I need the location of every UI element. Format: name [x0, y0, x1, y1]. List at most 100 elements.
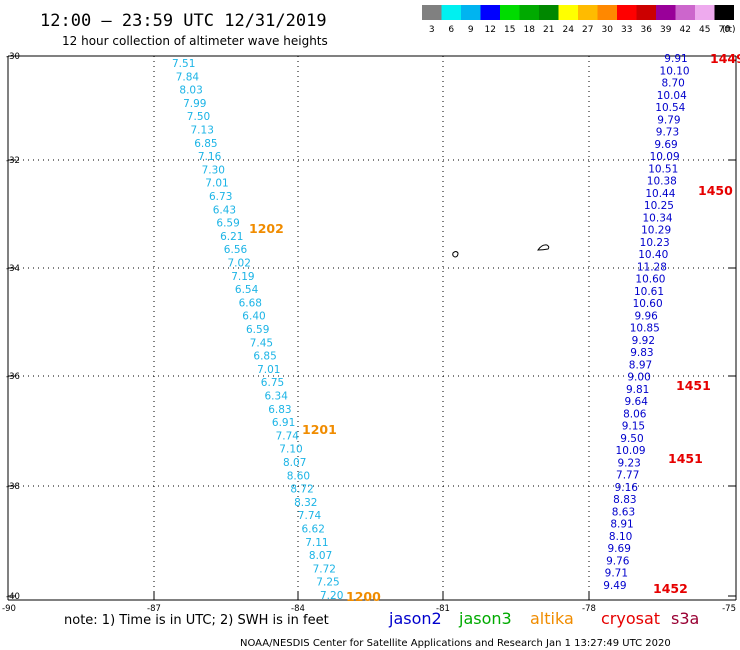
lon-label: -81	[436, 604, 450, 614]
pass-time-label: 1200	[346, 589, 381, 604]
scale-swatch	[539, 5, 559, 20]
scale-label: 39	[660, 25, 672, 35]
swh-value: 6.83	[268, 404, 291, 416]
swh-value: 9.92	[632, 335, 655, 347]
swh-value: 6.75	[261, 377, 284, 389]
swh-value: 7.51	[172, 58, 195, 70]
swh-value: 7.19	[231, 271, 254, 283]
swh-value: 9.76	[606, 555, 630, 567]
map-frame	[7, 55, 737, 601]
swh-value: 9.71	[605, 568, 628, 580]
swh-value: 9.23	[617, 457, 640, 469]
swh-value: 10.09	[616, 445, 646, 457]
swh-value: 6.68	[239, 297, 262, 309]
swh-value: 10.51	[648, 163, 678, 175]
footer-note: note: 1) Time is in UTC; 2) SWH is in fe…	[64, 613, 329, 628]
pass-time-label: 1450	[698, 183, 733, 198]
swh-value: 10.09	[650, 151, 680, 163]
mission-legend-item: s3a	[671, 609, 699, 628]
swh-value: 7.74	[276, 430, 300, 442]
swh-value: 6.40	[242, 311, 265, 323]
swh-value: 9.73	[656, 127, 679, 139]
scale-label: 24	[563, 25, 575, 35]
swh-value: 8.06	[623, 408, 647, 420]
swh-value: 10.25	[644, 200, 674, 212]
pass-time-label: 1202	[249, 221, 284, 236]
scale-swatch	[636, 5, 656, 20]
swh-value: 7.74	[298, 510, 322, 522]
swh-value: 7.72	[313, 563, 336, 575]
swh-value: 10.23	[640, 237, 670, 249]
swh-value: 8.32	[294, 497, 317, 509]
lat-label: -34	[6, 264, 20, 274]
swh-value: 7.77	[616, 470, 639, 482]
swh-value: 6.62	[302, 524, 325, 536]
swh-value: 10.60	[633, 298, 663, 310]
footer-credit: NOAA/NESDIS Center for Satellite Applica…	[240, 638, 671, 649]
mission-legend-item: jason3	[458, 609, 512, 628]
scale-label: 15	[504, 25, 515, 35]
swh-value: 9.49	[603, 580, 626, 592]
swh-value: 6.56	[224, 244, 248, 256]
pass-time-label: 1449	[710, 51, 740, 66]
altimeter-tracks: 7.517.848.037.997.507.136.857.167.307.01…	[172, 53, 690, 602]
swh-value: 8.70	[661, 78, 684, 90]
swh-value: 6.91	[272, 417, 295, 429]
swh-value: 10.54	[655, 102, 685, 114]
swh-value: 10.60	[635, 274, 665, 286]
swh-value: 10.40	[638, 249, 668, 261]
lon-label: -84	[291, 604, 305, 614]
swh-value: 7.20	[320, 590, 343, 602]
scale-label: 21	[543, 25, 554, 35]
swh-value: 9.96	[634, 310, 658, 322]
scale-unit: (ft)	[722, 25, 736, 35]
scale-swatch	[558, 5, 578, 20]
pass-time-label: 1451	[668, 451, 703, 466]
swh-value: 8.60	[287, 470, 310, 482]
swh-value: 6.54	[235, 284, 259, 296]
scale-swatch	[441, 5, 461, 20]
lon-label: -90	[2, 604, 16, 614]
scale-swatch	[422, 5, 442, 20]
lat-label: -36	[6, 372, 20, 382]
swh-value: 6.85	[194, 138, 217, 150]
island-small	[452, 251, 459, 258]
mission-legend-item: jason2	[388, 609, 442, 628]
scale-swatch	[695, 5, 715, 20]
swh-value: 9.16	[615, 482, 639, 494]
swh-value: 11.28	[637, 261, 667, 273]
scale-label: 12	[485, 25, 496, 35]
scale-label: 70	[719, 25, 731, 35]
swh-value: 9.50	[620, 433, 643, 445]
scale-swatch	[578, 5, 598, 20]
mission-legend-item: altika	[530, 609, 574, 628]
swh-value: 9.91	[664, 53, 687, 65]
swh-value: 9.83	[630, 347, 653, 359]
map-title: 12:00 – 23:59 UTC 12/31/2019	[40, 11, 327, 31]
swh-value: 8.63	[612, 506, 635, 518]
swh-value: 7.45	[250, 337, 273, 349]
scale-label: 3	[429, 25, 435, 35]
scale-swatch	[617, 5, 637, 20]
swh-value: 7.30	[202, 164, 225, 176]
lon-label: -78	[582, 604, 596, 614]
swh-value: 7.11	[305, 537, 328, 549]
swh-value: 7.50	[187, 111, 210, 123]
swh-value: 7.01	[205, 178, 228, 190]
scale-swatch	[500, 5, 520, 20]
scale-swatch	[656, 5, 676, 20]
swh-value: 9.15	[622, 421, 645, 433]
lat-label: -38	[6, 482, 20, 492]
swh-value: 7.02	[228, 258, 251, 270]
axis-ticks: -30 -32 -34 -36 -38 -40 -90 -87 -84 -81 -78 -75	[2, 52, 737, 614]
scale-swatch	[675, 5, 695, 20]
swh-value: 6.73	[209, 191, 232, 203]
swh-value: 8.10	[609, 531, 632, 543]
graticule	[8, 56, 736, 600]
swh-value: 10.10	[660, 65, 690, 77]
scale-swatch	[597, 5, 617, 20]
pass-time-label: 1451	[676, 378, 711, 393]
swh-value: 6.85	[253, 351, 276, 363]
scale-label: 9	[468, 25, 474, 35]
